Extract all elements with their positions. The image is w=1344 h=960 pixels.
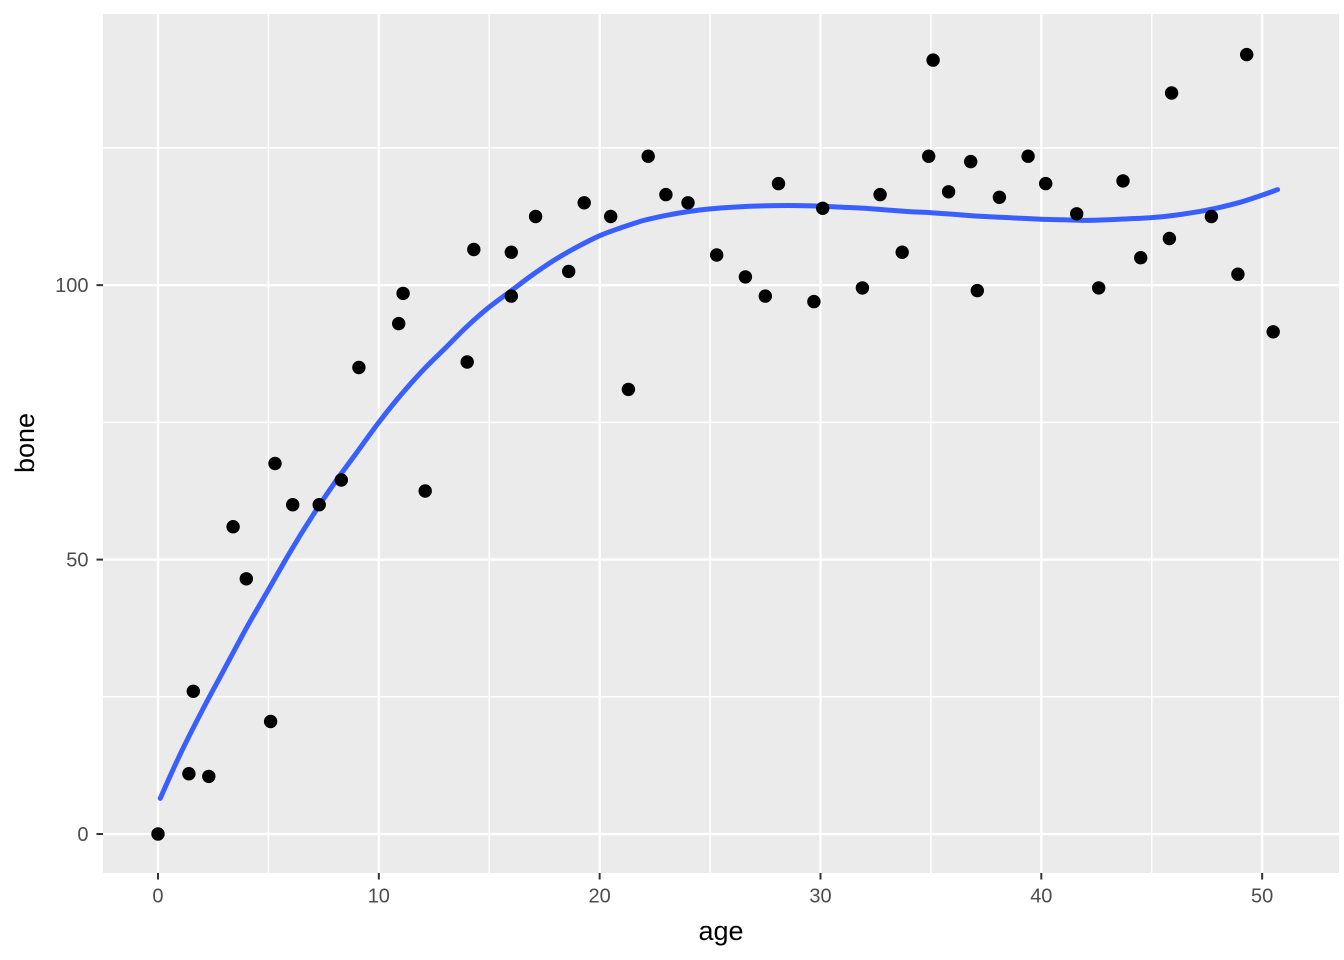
data-point (758, 289, 772, 303)
data-point (1266, 325, 1280, 339)
data-point (1070, 207, 1084, 221)
data-point (418, 484, 432, 498)
data-point (151, 827, 165, 841)
y-axis-title-text: bone (10, 412, 40, 474)
data-point (1092, 281, 1106, 295)
data-point (392, 316, 406, 331)
smooth-line (157, 187, 1281, 801)
data-point (970, 283, 984, 298)
data-point (1240, 47, 1254, 62)
data-point (926, 53, 940, 67)
data-point (562, 264, 576, 279)
data-point (528, 209, 543, 224)
data-point (855, 281, 870, 295)
data-point (1021, 149, 1035, 163)
data-point (964, 154, 978, 169)
data-point (641, 149, 655, 163)
data-point (352, 360, 366, 375)
data-point (922, 149, 936, 163)
data-point (807, 294, 821, 309)
x-tick-label: 0 (152, 886, 163, 908)
x-tick-label: 30 (809, 886, 831, 908)
plot-panel (103, 14, 1339, 873)
data-point (182, 767, 196, 781)
x-tick-label: 10 (368, 886, 390, 908)
data-point (604, 209, 618, 224)
data-point (1116, 174, 1130, 188)
x-tick-label: 50 (1251, 886, 1273, 908)
data-point (1039, 176, 1053, 191)
data-point (334, 473, 348, 487)
data-point (771, 176, 786, 191)
data-point (268, 456, 282, 471)
data-point (1162, 231, 1177, 246)
x-axis-title-text: age (698, 916, 744, 946)
data-point (312, 498, 326, 512)
data-point (621, 382, 636, 397)
data-point (460, 355, 474, 369)
data-point (467, 242, 481, 257)
data-point (1164, 86, 1179, 100)
data-point (941, 185, 956, 199)
data-point (873, 187, 887, 202)
data-point (1134, 251, 1148, 265)
data-point (504, 289, 518, 303)
data-point (286, 498, 300, 512)
data-point (1204, 209, 1219, 224)
data-point (992, 190, 1007, 204)
data-point (504, 245, 518, 259)
y-tick-label: 0 (77, 824, 88, 846)
x-tick-label: 20 (589, 886, 611, 908)
data-point (1231, 267, 1245, 281)
y-tick-label: 100 (55, 275, 88, 297)
data-point (659, 187, 673, 202)
data-point (263, 714, 278, 729)
data-point (226, 520, 240, 534)
data-point (186, 684, 200, 698)
y-tick-label: 50 (66, 550, 88, 572)
data-point (202, 769, 216, 784)
data-point (710, 248, 724, 262)
data-point (396, 286, 410, 301)
data-point (738, 270, 753, 284)
data-point (816, 201, 830, 215)
x-tick-label: 40 (1030, 886, 1052, 908)
data-point (239, 572, 253, 586)
x-axis-title: age (0, 916, 1344, 947)
data-point (681, 196, 695, 210)
data-point (577, 196, 591, 210)
data-point (895, 245, 909, 259)
